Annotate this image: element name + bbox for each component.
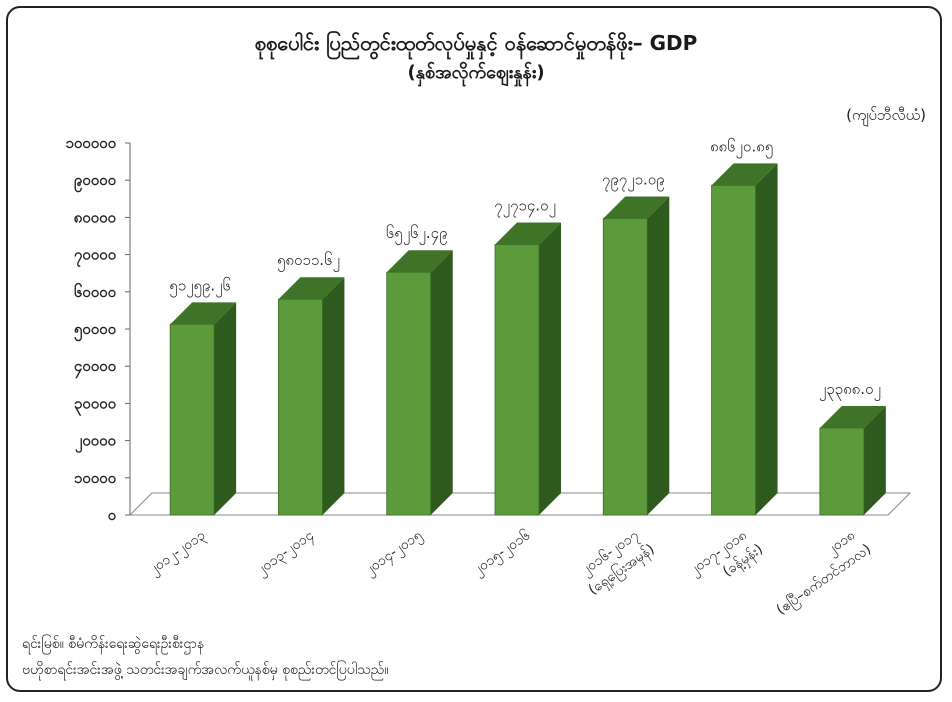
bar-side bbox=[322, 277, 345, 515]
bar-side bbox=[755, 163, 778, 515]
x-tick-label: ၂၀၁၄-၂၀၁၅ bbox=[362, 527, 427, 580]
data-label: ၇၉၇၂၁.၀၉ bbox=[602, 170, 665, 191]
x-tick-label: ၂၀၁၅-၂၀၁၆ bbox=[470, 527, 535, 580]
y-tick-label: ၉၀၀၀၀ bbox=[74, 171, 117, 193]
y-tick-label: ၆၀၀၀၀ bbox=[74, 282, 117, 301]
y-tick-label: ၄၀၀၀၀ bbox=[74, 357, 117, 379]
y-tick-label: ၃၀၀၀၀ bbox=[74, 394, 117, 416]
data-label: ၂၃၃၈၈.၀၂ bbox=[819, 380, 881, 401]
bar-side bbox=[539, 222, 561, 515]
bar-top bbox=[603, 196, 670, 219]
data-label: ၅၁၂၅၉.၂၆ bbox=[169, 276, 231, 297]
y-tick-label: ၇၀၀၀၀ bbox=[74, 246, 117, 268]
chart-frame bbox=[6, 6, 942, 692]
bar bbox=[602, 218, 648, 516]
bar bbox=[494, 244, 540, 516]
x-tick-label: (ဧပြီ–စက်တင်ဘာလ) bbox=[774, 541, 876, 620]
bar bbox=[386, 271, 432, 516]
data-label: ၅၈၀၁၁.၆၂ bbox=[277, 251, 340, 272]
bar-top bbox=[170, 302, 237, 325]
x-tick-label: ၂၀၁၂-၂၀၁၃ bbox=[146, 527, 210, 579]
y-tick-label: ၀ bbox=[108, 506, 117, 524]
y-tick-label: ၂၀၀၀၀ bbox=[75, 432, 117, 454]
bar-top bbox=[819, 405, 886, 428]
data-label: ၆၅၂၆၂.၄၉ bbox=[386, 224, 448, 245]
bar-side bbox=[214, 302, 237, 515]
bar-top bbox=[278, 277, 345, 300]
bar bbox=[278, 298, 323, 516]
source-line-2: ဗဟိုစာရင်းအင်းအဖွဲ့ သတင်းအချက်အလက်ယူနစ်မ… bbox=[22, 662, 389, 678]
bar-top bbox=[495, 222, 561, 245]
unit-label: (ကျပ်ဘီလီယံ) bbox=[846, 106, 926, 124]
chart-subtitle: (နှစ်အလိုက်ဈေးနှုန်း) bbox=[407, 62, 545, 83]
x-tick-label: ၂၀၁၃-၂၀၁၄ bbox=[253, 527, 318, 580]
data-label: ၈၈၆၂၀.၈၅ bbox=[710, 137, 773, 158]
data-label: ၇၂၇၁၄.၀၂ bbox=[494, 197, 556, 218]
y-tick-label: ၅၀၀၀၀ bbox=[74, 320, 117, 342]
bar-side bbox=[647, 196, 670, 515]
chart-title: စုစုပေါင်း ပြည်တွင်းထုတ်လုပ်မှုနှင့် ဝန်… bbox=[254, 31, 698, 55]
bar bbox=[819, 427, 865, 516]
source-line-1: ရင်းမြစ်။ စီမံကိန်းရေးဆွဲရေးဦးစီးဌာန bbox=[22, 636, 205, 652]
bar-top bbox=[386, 250, 453, 273]
bar-side bbox=[863, 405, 886, 515]
bar bbox=[711, 184, 756, 516]
bar-top bbox=[711, 163, 778, 186]
y-tick-label: ၈၀၀၀၀ bbox=[74, 208, 117, 226]
bar-side bbox=[430, 250, 453, 515]
y-tick-label: ၁၀၀၀၀ bbox=[74, 469, 117, 487]
bar bbox=[169, 323, 215, 516]
y-tick-label: ၁၀၀၀၀၀ bbox=[65, 134, 116, 152]
